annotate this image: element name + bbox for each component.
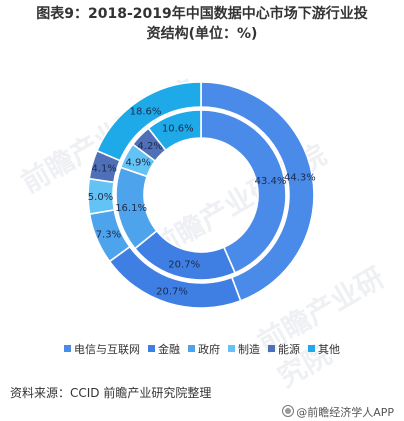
outer-ring-data-label: 5.0% <box>88 192 113 203</box>
outer-ring-data-label: 20.7% <box>156 287 188 298</box>
legend-item: 能源 <box>268 341 300 357</box>
outer-ring-data-label: 18.6% <box>130 107 162 118</box>
legend-swatch <box>308 345 315 352</box>
brand-logo-icon <box>282 405 295 417</box>
outer-ring-data-label: 44.3% <box>284 173 316 184</box>
inner-ring-slice <box>200 109 287 274</box>
inner-ring-data-label: 43.4% <box>255 176 287 187</box>
inner-ring-data-label: 4.2% <box>137 141 162 152</box>
chart-title: 图表9：2018-2019年中国数据中心市场下游行业投 资结构(单位：%) <box>0 4 404 44</box>
legend-swatch <box>64 345 71 352</box>
legend-swatch <box>188 345 195 352</box>
inner-ring-data-label: 4.9% <box>126 157 151 168</box>
legend-swatch <box>148 345 155 352</box>
legend-item: 制造 <box>228 341 260 357</box>
legend-label: 能源 <box>278 343 300 356</box>
inner-ring-data-label: 10.6% <box>162 123 194 134</box>
chart-title-line-1: 图表9：2018-2019年中国数据中心市场下游行业投 <box>36 6 368 22</box>
outer-ring-slice <box>95 81 202 162</box>
legend-item: 金融 <box>148 341 180 357</box>
legend-swatch <box>228 345 235 352</box>
source-note: 资料来源：CCID 前瞻产业研究院整理 <box>10 386 212 400</box>
legend-swatch <box>268 345 275 352</box>
legend-item: 政府 <box>188 341 220 357</box>
legend-item: 电信与互联网 <box>64 341 140 357</box>
legend-label: 其他 <box>318 343 340 356</box>
outer-ring-data-label: 7.3% <box>96 230 121 241</box>
legend-item: 其他 <box>308 341 340 357</box>
brand-credit: @前瞻经济学人APP <box>282 404 394 420</box>
chart-title-line-2: 资结构(单位：%) <box>146 26 258 42</box>
inner-ring-slice <box>147 109 202 152</box>
legend-label: 电信与互联网 <box>74 343 140 356</box>
outer-ring-data-label: 4.1% <box>92 163 117 174</box>
legend-label: 制造 <box>238 343 260 356</box>
legend-label: 金融 <box>158 343 180 356</box>
inner-ring-data-label: 16.1% <box>115 203 147 214</box>
legend: 电信与互联网 金融 政府 制造 能源 其他 <box>0 341 404 357</box>
brand-text: @前瞻经济学人APP <box>296 406 394 419</box>
legend-label: 政府 <box>198 343 220 356</box>
inner-ring-data-label: 20.7% <box>168 259 200 270</box>
donut-chart: 43.4% 20.7% 16.1% 4.9% 4.2%10.6% 44.3% 20.7% 7.… <box>87 81 316 309</box>
